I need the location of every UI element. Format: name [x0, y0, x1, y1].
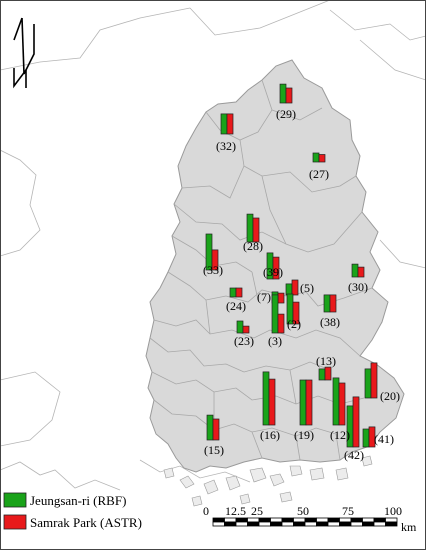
site-label-38: (38): [320, 315, 340, 329]
site-label-42: (42): [344, 448, 364, 462]
bar-astr-site-5: [291, 279, 299, 296]
site-label-13: (13): [316, 354, 336, 368]
scale-label-12-5: 12.5: [225, 504, 246, 518]
bar-astr-site-32: [226, 113, 234, 135]
bar-astr-site-33: [211, 249, 219, 271]
bar-astr-site-39: [272, 256, 280, 280]
legend-swatch-rbf: [3, 492, 27, 508]
bar-astr-site-16: [268, 378, 276, 426]
bar-astr-site-24: [235, 287, 243, 298]
site-label-15: (15): [204, 443, 224, 457]
site-label-19: (19): [294, 428, 314, 442]
scale-segment-bottom: [385, 521, 398, 527]
bar-astr-site-15: [212, 418, 220, 441]
scale-label-50: 50: [297, 504, 309, 518]
bar-astr-site-3: [277, 313, 285, 334]
site-label-7: (7): [257, 290, 271, 304]
coastal-islands: [163, 455, 373, 507]
scale-bar: 0 12.5 25 50 75 100 km: [203, 504, 417, 534]
bar-astr-site-30: [357, 266, 365, 278]
site-label-12: (12): [330, 428, 350, 442]
district-boundaries: [149, 79, 373, 461]
bar-astr-site-38: [329, 294, 337, 313]
legend-label-astr: Samrak Park (ASTR): [30, 515, 142, 530]
site-label-29: (29): [276, 107, 296, 121]
site-labels: (29) (32) (27) (28) (33) (39) (5) (30) (24) (7) (3…: [203, 107, 400, 462]
scale-label-25: 25: [251, 504, 263, 518]
site-label-32: (32): [216, 139, 236, 153]
bar-astr-site-29: [285, 87, 293, 104]
bar-astr-site-27: [318, 154, 326, 163]
site-label-41: (41): [374, 432, 394, 446]
bar-astr-site-19: [305, 379, 313, 426]
site-label-27: (27): [309, 167, 329, 181]
site-label-5: (5): [300, 281, 314, 295]
site-label-30: (30): [348, 280, 368, 294]
legend-swatch-astr: [3, 514, 27, 530]
scale-label-75: 75: [342, 504, 354, 518]
site-label-23: (23): [234, 334, 254, 348]
bar-astr-site-41: [368, 426, 376, 448]
site-label-16: (16): [260, 428, 280, 442]
bar-astr-site-28: [252, 217, 260, 243]
site-label-33: (33): [203, 263, 223, 277]
site-label-28: (28): [243, 239, 263, 253]
bar-astr-site-20: [370, 362, 378, 399]
bar-astr-site-42: [352, 396, 360, 448]
scale-label-0: 0: [203, 504, 209, 518]
site-bars: [205, 83, 378, 448]
north-arrow-icon: [13, 17, 35, 89]
bar-astr-site-13: [324, 366, 332, 381]
neighbor-outlines: [0, 0, 426, 491]
bar-astr-site-12: [338, 382, 346, 426]
site-label-20: (20): [380, 389, 400, 403]
site-label-39: (39): [263, 265, 283, 279]
scale-label-100: 100: [384, 504, 402, 518]
bar-astr-site-2: [292, 301, 300, 325]
site-label-2: (2): [287, 317, 301, 331]
site-label-24: (24): [226, 299, 246, 313]
bar-astr-site-23: [242, 325, 250, 334]
site-label-3: (3): [268, 334, 282, 348]
legend-label-rbf: Jeungsan-ri (RBF): [30, 493, 126, 508]
scale-unit: km: [401, 520, 417, 534]
legend: Jeungsan-ri (RBF) Samrak Park (ASTR): [3, 492, 142, 530]
